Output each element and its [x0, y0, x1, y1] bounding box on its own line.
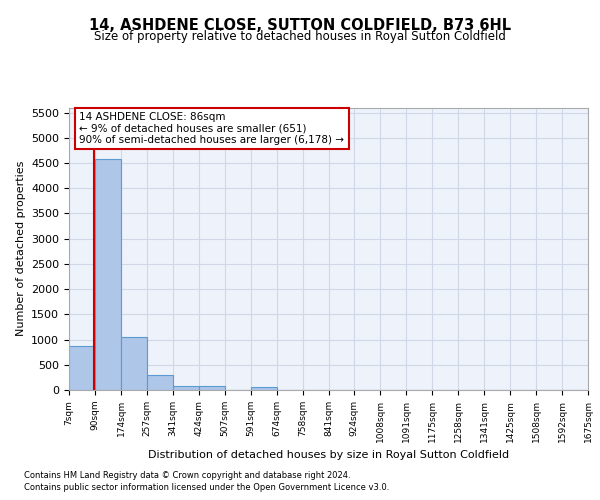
Bar	[95, 160, 121, 390]
Text: 14, ASHDENE CLOSE, SUTTON COLDFIELD, B73 6HL: 14, ASHDENE CLOSE, SUTTON COLDFIELD, B73…	[89, 18, 511, 32]
Bar	[199, 386, 224, 390]
Text: Contains public sector information licensed under the Open Government Licence v3: Contains public sector information licen…	[24, 483, 389, 492]
Text: 14 ASHDENE CLOSE: 86sqm
← 9% of detached houses are smaller (651)
90% of semi-de: 14 ASHDENE CLOSE: 86sqm ← 9% of detached…	[79, 112, 344, 145]
Text: Size of property relative to detached houses in Royal Sutton Coldfield: Size of property relative to detached ho…	[94, 30, 506, 43]
Text: Contains HM Land Registry data © Crown copyright and database right 2024.: Contains HM Land Registry data © Crown c…	[24, 472, 350, 480]
Bar	[251, 387, 277, 390]
Bar	[121, 336, 147, 390]
Bar	[173, 386, 199, 390]
Bar	[69, 346, 95, 390]
Y-axis label: Number of detached properties: Number of detached properties	[16, 161, 26, 336]
X-axis label: Distribution of detached houses by size in Royal Sutton Coldfield: Distribution of detached houses by size …	[148, 450, 509, 460]
Bar	[147, 376, 173, 390]
